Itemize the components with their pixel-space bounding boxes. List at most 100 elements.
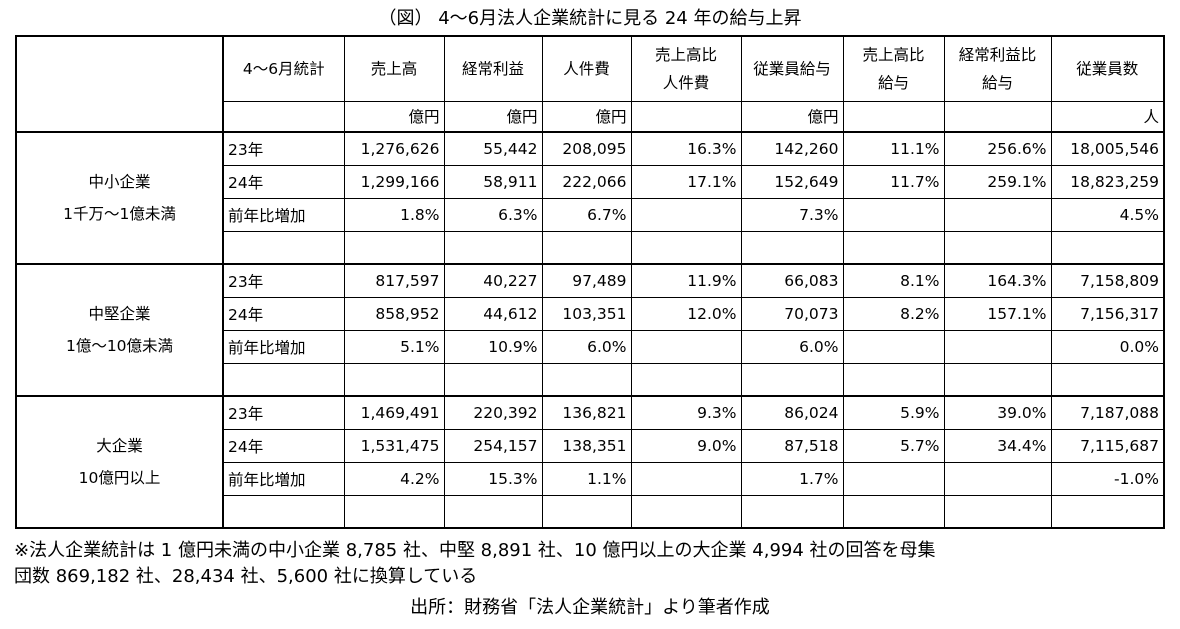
value-cell: 8.2% [842, 296, 945, 331]
value-cell: 164.3% [943, 263, 1052, 298]
value-cell: 7,158,809 [1050, 263, 1165, 298]
value-cell: 858,952 [343, 296, 445, 331]
value-cell: 9.0% [630, 428, 742, 463]
group-label-line: 中堅企業 [88, 305, 151, 323]
value-cell: 70,073 [740, 296, 844, 331]
value-cell: 44,612 [443, 296, 543, 331]
value-cell: 87,518 [740, 428, 844, 463]
value-cell [943, 329, 1052, 364]
empty-cell [842, 362, 945, 397]
data-row: 大企業 10億円以上 23年 1,469,491 220,392 136,821 9.3% 8… [15, 395, 1165, 529]
unit-cell [842, 100, 945, 133]
value-cell: 1,531,475 [343, 428, 445, 463]
value-cell: 86,024 [740, 395, 844, 430]
value-cell: 11.1% [842, 131, 945, 166]
empty-cell [443, 362, 543, 397]
header-cell: 売上高 [343, 35, 445, 102]
value-cell: 136,821 [541, 395, 632, 430]
value-cell: -1.0% [1050, 461, 1165, 496]
empty-cell [943, 494, 1052, 529]
value-cell: 6.0% [740, 329, 844, 364]
value-cell [943, 461, 1052, 496]
empty-cell [630, 230, 742, 265]
row-label: 24年 [222, 296, 345, 331]
empty-cell [842, 230, 945, 265]
value-cell [842, 197, 945, 232]
value-cell: 1,469,491 [343, 395, 445, 430]
value-cell: 103,351 [541, 296, 632, 331]
unit-cell [943, 100, 1052, 133]
empty-cell [222, 230, 345, 265]
data-row: 前年比増加 4.2% 15.3% 1.1% 1.7% -1.0% [16, 461, 1165, 496]
value-cell: 4.5% [1050, 197, 1165, 232]
value-cell: 5.9% [842, 395, 945, 430]
header-line: 人件費 [563, 59, 610, 78]
group-label: 大企業 10億円以上 [15, 395, 224, 529]
empty-cell [1050, 494, 1165, 529]
value-cell: 40,227 [443, 263, 543, 298]
empty-row [16, 230, 1165, 265]
group-label-line: 1千万～1億未満 [63, 205, 176, 223]
value-cell [943, 197, 1052, 232]
value-cell: 4.2% [343, 461, 445, 496]
value-cell: 7,156,317 [1050, 296, 1165, 331]
data-row: 24年 1,531,475 254,157 138,351 9.0% 87,518 5.7%… [16, 428, 1165, 463]
unit-cell: 億円 [740, 100, 844, 133]
value-cell: 12.0% [630, 296, 742, 331]
notes: ※法人企業統計は 1 億円未満の中小企業 8,785 社、中堅 8,891 社、… [14, 538, 936, 590]
source: 出所：財務省「法人企業統計」より筆者作成 [410, 597, 770, 618]
row-label: 23年 [222, 395, 345, 430]
value-cell: 16.3% [630, 131, 742, 166]
value-cell: 1.7% [740, 461, 844, 496]
value-cell: 5.7% [842, 428, 945, 463]
empty-cell [541, 494, 632, 529]
value-cell: 157.1% [943, 296, 1052, 331]
value-cell: 7,115,687 [1050, 428, 1165, 463]
value-cell: 817,597 [343, 263, 445, 298]
data-row: 前年比増加 5.1% 10.9% 6.0% 6.0% 0.0% [16, 329, 1165, 364]
header-line: 従業員給与 [753, 59, 831, 78]
value-cell: 15.3% [443, 461, 543, 496]
empty-cell [1050, 230, 1165, 265]
header-line: 売上高比 [654, 45, 717, 64]
group-label-line: 1億～10億未満 [65, 337, 174, 355]
value-cell [842, 461, 945, 496]
header-cell: 人件費 [541, 35, 632, 102]
value-cell: 34.4% [943, 428, 1052, 463]
unit-cell: 億円 [443, 100, 543, 133]
empty-cell [443, 494, 543, 529]
header-row: 4～6月統計 売上高 経常利益 人件費 売上高比 人件費 従業員給与 売上高比 給与 経常利益比給… [15, 35, 1165, 133]
empty-cell [630, 494, 742, 529]
data-row: 24年 858,952 44,612 103,351 12.0% 70,073 8.2% 15… [16, 296, 1165, 331]
data-row: 中小企業 1千万～1億未満 23年 1,276,626 55,442 208,095 16.… [15, 131, 1165, 265]
value-cell: 58,911 [443, 164, 543, 199]
header-line: 従業員数 [1076, 59, 1139, 78]
value-cell: 97,489 [541, 263, 632, 298]
empty-cell [541, 230, 632, 265]
unit-cell: 人 [1050, 100, 1165, 133]
value-cell: 256.6% [943, 131, 1052, 166]
empty-cell [222, 362, 345, 397]
data-table: 4～6月統計 売上高 経常利益 人件費 売上高比 人件費 従業員給与 売上高比 給与 経常利益比給… [15, 35, 1165, 529]
header-line: 売上高 [370, 59, 418, 78]
unit-cell: 億円 [343, 100, 445, 133]
value-cell: 7.3% [740, 197, 844, 232]
empty-cell [740, 362, 844, 397]
row-label: 23年 [222, 131, 345, 166]
row-label: 前年比増加 [222, 329, 345, 364]
empty-cell [740, 230, 844, 265]
header-cell: 4～6月統計 [222, 35, 345, 102]
group-label-line: 中小企業 [88, 173, 151, 191]
group-label-line: 10億円以上 [78, 469, 161, 487]
header-line: 給与 [877, 73, 909, 92]
header-line: 人件費 [662, 73, 710, 92]
empty-cell [740, 494, 844, 529]
header-line: 4～6月統計 [242, 59, 325, 78]
header-line: 売上高比 [862, 45, 925, 64]
value-cell: 1,276,626 [343, 131, 445, 166]
value-cell: 66,083 [740, 263, 844, 298]
group-label: 中堅企業 1億～10億未満 [15, 263, 224, 397]
value-cell: 1,299,166 [343, 164, 445, 199]
value-cell: 7,187,088 [1050, 395, 1165, 430]
